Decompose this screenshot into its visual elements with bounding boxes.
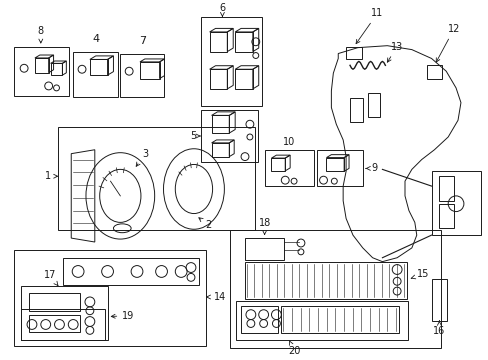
Text: 9: 9: [365, 163, 377, 174]
Bar: [264, 150, 313, 186]
Text: 14: 14: [206, 292, 225, 302]
Bar: [438, 176, 453, 201]
Bar: [21, 309, 104, 340]
Text: 8: 8: [38, 26, 44, 43]
Bar: [59, 127, 254, 230]
Bar: [430, 279, 447, 320]
Text: 6: 6: [219, 3, 225, 17]
Bar: [63, 258, 199, 285]
Bar: [326, 158, 344, 171]
Text: 20: 20: [287, 341, 300, 356]
Bar: [140, 62, 159, 78]
Text: 3: 3: [136, 149, 148, 166]
Bar: [73, 51, 118, 97]
Text: 11: 11: [355, 8, 383, 44]
Bar: [120, 54, 164, 97]
Text: 12: 12: [435, 24, 459, 62]
Bar: [438, 204, 453, 228]
Bar: [346, 47, 361, 59]
Text: 2: 2: [199, 218, 211, 230]
Bar: [51, 63, 62, 75]
Bar: [14, 47, 69, 96]
Text: 15: 15: [410, 269, 428, 279]
Text: 19: 19: [111, 311, 134, 321]
Bar: [271, 158, 285, 171]
Bar: [235, 32, 252, 51]
Text: 4: 4: [92, 34, 99, 44]
Bar: [241, 306, 278, 333]
Bar: [230, 230, 440, 348]
Bar: [209, 32, 227, 51]
Bar: [236, 301, 407, 340]
Bar: [14, 250, 205, 346]
Text: 10: 10: [283, 137, 295, 147]
Text: 13: 13: [386, 41, 403, 62]
Text: 17: 17: [43, 270, 58, 285]
Text: 16: 16: [432, 321, 445, 337]
Bar: [281, 306, 398, 333]
Text: 7: 7: [139, 36, 146, 46]
Bar: [21, 286, 107, 340]
Bar: [201, 17, 261, 105]
Bar: [244, 262, 406, 299]
Bar: [211, 143, 229, 157]
Bar: [426, 65, 442, 79]
Bar: [209, 69, 227, 89]
Text: 1: 1: [44, 171, 58, 181]
Bar: [316, 150, 362, 186]
Bar: [430, 171, 480, 235]
Text: 18: 18: [258, 218, 270, 234]
Bar: [244, 238, 284, 260]
Bar: [235, 69, 252, 89]
Bar: [90, 59, 107, 75]
Text: 5: 5: [190, 131, 200, 141]
Bar: [211, 116, 229, 133]
Bar: [201, 111, 257, 162]
Bar: [29, 315, 80, 332]
Bar: [29, 293, 80, 311]
Bar: [35, 58, 49, 73]
